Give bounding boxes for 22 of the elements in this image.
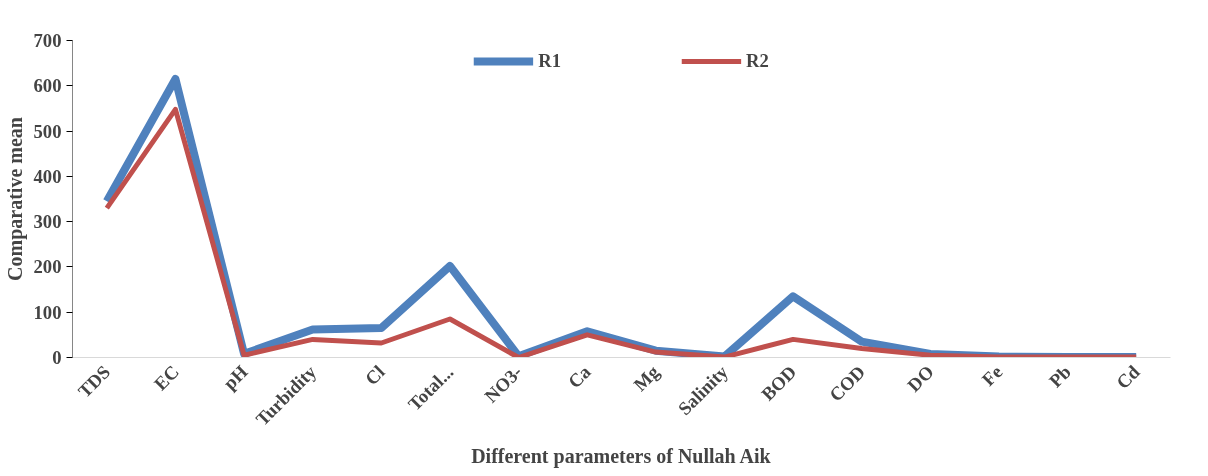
y-tick-label: 200: [33, 256, 62, 278]
legend-label: R2: [746, 50, 769, 72]
y-axis-title: Comparative mean: [3, 117, 27, 281]
y-tick-label: 700: [33, 30, 62, 51]
x-tick-label: Cl: [360, 361, 389, 390]
y-tick-label: 300: [33, 211, 62, 233]
y-tick-label: 500: [33, 120, 62, 142]
x-tick-label: DO: [903, 361, 938, 396]
x-tick-label: Pb: [1044, 361, 1075, 392]
legend-label: R1: [538, 50, 561, 72]
x-tick-label: EC: [149, 361, 183, 395]
x-tick-label: Cd: [1111, 360, 1145, 393]
x-tick-label: TDS: [73, 361, 115, 402]
y-tick-label: 600: [33, 75, 62, 97]
y-tick-label: 100: [33, 301, 62, 323]
x-tick-label: Ca: [563, 360, 596, 393]
y-tick-label: 0: [52, 347, 62, 368]
y-tick-label: 400: [33, 165, 62, 187]
x-tick-label: Mg: [629, 360, 664, 395]
x-tick-label: Fe: [977, 361, 1007, 390]
x-tick-label: pH: [219, 360, 252, 394]
x-axis-title: Different parameters of Nullah Aik: [471, 445, 772, 469]
